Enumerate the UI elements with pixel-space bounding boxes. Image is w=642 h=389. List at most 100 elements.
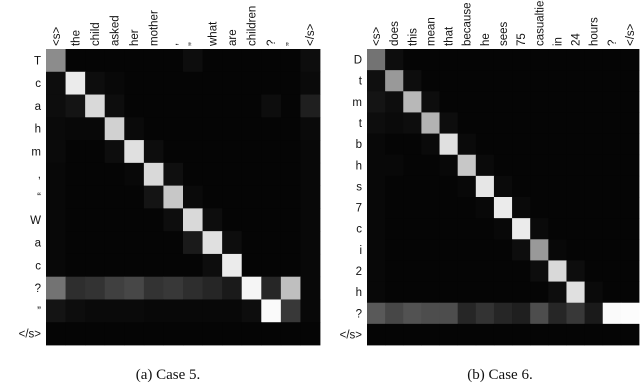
heatmap-cell	[241, 71, 262, 95]
heatmap-cell	[548, 70, 567, 92]
heatmap-cell	[530, 302, 549, 325]
heatmap-cell	[530, 154, 549, 177]
heatmap-cell	[202, 49, 223, 73]
heatmap-cell	[46, 162, 66, 187]
heatmap-cell	[46, 299, 66, 323]
heatmap-cell	[85, 71, 106, 95]
heatmap-cell	[548, 175, 567, 198]
y-tick-label: D	[354, 55, 362, 67]
y-tick-label: h	[35, 124, 41, 136]
heatmap-cell	[65, 208, 86, 232]
y-tick-label: a	[35, 101, 42, 113]
y-tick-label: ?	[35, 283, 41, 295]
heatmap-cell	[85, 117, 106, 141]
heatmap-cell	[385, 49, 404, 71]
heatmap-cell	[403, 112, 422, 134]
heatmap-cell	[602, 281, 622, 304]
heatmap-cell	[202, 276, 223, 300]
heatmap-cell	[403, 302, 422, 325]
x-tick-label: the	[70, 30, 82, 46]
heatmap-cell	[367, 218, 386, 240]
heatmap-cell	[241, 185, 262, 209]
heatmap-cell	[566, 133, 585, 156]
heatmap-cell	[439, 302, 459, 325]
heatmap-cell	[202, 299, 223, 323]
heatmap-cell	[241, 117, 262, 141]
y-tick-label: </s>	[19, 329, 42, 341]
heatmap-cell	[530, 70, 549, 92]
heatmap-cell	[261, 253, 282, 278]
heatmap-cell	[602, 323, 622, 346]
heatmap-cell	[602, 302, 622, 325]
heatmap-cell	[124, 253, 145, 278]
heatmap-cell	[46, 117, 66, 141]
heatmap-cell	[163, 276, 184, 300]
heatmap-cell	[566, 49, 585, 71]
heatmap-cell	[439, 91, 459, 113]
heatmap-cell	[493, 197, 513, 219]
heatmap-cell	[584, 133, 604, 156]
heatmap-cell	[183, 208, 203, 232]
heatmap-cell	[104, 162, 125, 187]
heatmap-cell	[493, 302, 513, 325]
heatmap-cell	[163, 322, 184, 346]
heatmap-cell	[493, 154, 513, 177]
heatmap-cell	[475, 323, 495, 346]
heatmap-cell	[566, 91, 585, 113]
heatmap-cell	[530, 239, 549, 261]
heatmap-cell	[530, 175, 549, 198]
heatmap-cell	[493, 175, 513, 198]
heatmap-cell	[566, 260, 585, 282]
heatmap-cell	[367, 49, 386, 71]
heatmap-cell	[475, 197, 495, 219]
x-tick-label: <s>	[51, 27, 63, 46]
heatmap-cell	[65, 71, 86, 95]
heatmap-cell	[457, 91, 477, 113]
x-tick-label: casualties	[534, 0, 546, 46]
heatmap-cell	[104, 231, 125, 255]
heatmap-cell	[385, 112, 404, 134]
heatmap-cell	[280, 231, 301, 255]
heatmap-cell	[530, 49, 549, 71]
heatmap-cell	[367, 70, 386, 92]
heatmap-cell	[548, 302, 567, 325]
heatmap-cell	[620, 133, 640, 156]
y-tick-label: m	[352, 97, 362, 109]
heatmap-cell	[512, 112, 531, 134]
heatmap-cell	[403, 175, 422, 198]
heatmap-cell	[124, 185, 145, 209]
heatmap-cell	[163, 49, 184, 73]
heatmap-cell	[421, 323, 440, 346]
heatmap-cell	[65, 276, 86, 300]
x-tick-label: 75	[516, 33, 528, 46]
heatmap-cell	[566, 197, 585, 219]
heatmap-cell	[584, 91, 604, 113]
x-tick-label: in	[552, 37, 564, 46]
heatmap-cell	[439, 323, 459, 346]
heatmap-cell	[602, 218, 622, 240]
heatmap-cell	[620, 112, 640, 134]
heatmap-cell	[183, 140, 203, 164]
heatmap-cell	[584, 49, 604, 71]
heatmap-cell	[261, 208, 282, 232]
heatmap-cell	[602, 133, 622, 156]
heatmap-cell	[261, 140, 282, 164]
heatmap-cell	[512, 49, 531, 71]
heatmap-cell	[584, 260, 604, 282]
heatmap-cell	[403, 49, 422, 71]
heatmap-cell	[566, 281, 585, 304]
heatmap-cell	[512, 133, 531, 156]
heatmap-cell	[143, 253, 164, 278]
heatmap-cell	[475, 49, 495, 71]
heatmap-cell	[202, 185, 223, 209]
heatmap-cell	[46, 94, 66, 118]
heatmap-cell	[124, 162, 145, 187]
heatmap-cell	[183, 94, 203, 118]
heatmap-cell	[457, 323, 477, 346]
heatmap-cell	[241, 49, 262, 73]
heatmap-cell	[620, 197, 640, 219]
heatmap-cell	[620, 154, 640, 177]
heatmap-cell	[261, 71, 282, 95]
heatmap-cell	[620, 91, 640, 113]
heatmap-cell	[300, 94, 321, 118]
